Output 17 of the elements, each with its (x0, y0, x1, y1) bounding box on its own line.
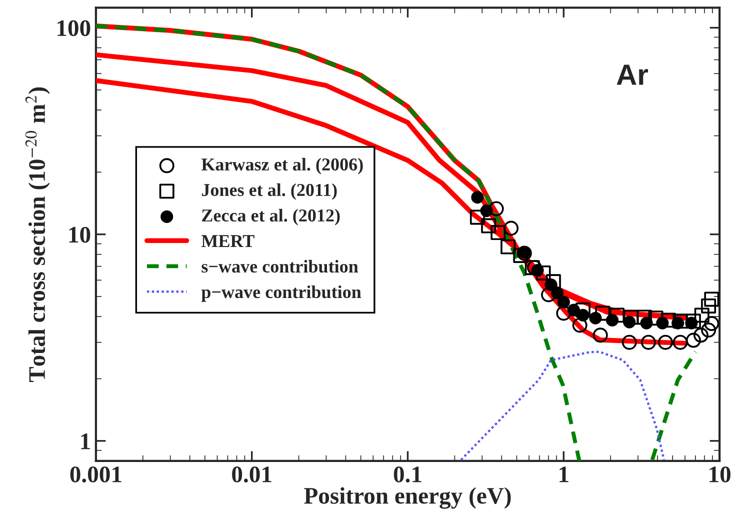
legend-label: Karwasz et al. (2006) (201, 158, 363, 174)
x-tick-label: 10 (710, 466, 730, 482)
annotation: Ar (616, 64, 648, 85)
legend-label: MERT (201, 235, 254, 247)
legend-label: Zecca et al. (2012) (202, 208, 340, 226)
y-tick-label: 1 (81, 434, 90, 450)
x-tick-label: 0.01 (232, 466, 272, 483)
legend-label: p−wave contribution (201, 285, 362, 302)
y-tick-label: 100 (58, 20, 90, 36)
x-axis-title: Positron energy (eV) (304, 487, 511, 509)
y-axis-title: Total cross section (10$^{−20}$ m$^{2}$) (25, 87, 50, 382)
x-tick-label: 0.1 (394, 466, 422, 483)
legend-label: s−wave contribution (202, 260, 358, 273)
x-tick-label: 1 (560, 466, 568, 482)
x-tick-label: 0.001 (70, 466, 122, 483)
legend-label: Jones et al. (2011) (202, 183, 337, 200)
y-tick-label: 10 (69, 226, 90, 243)
